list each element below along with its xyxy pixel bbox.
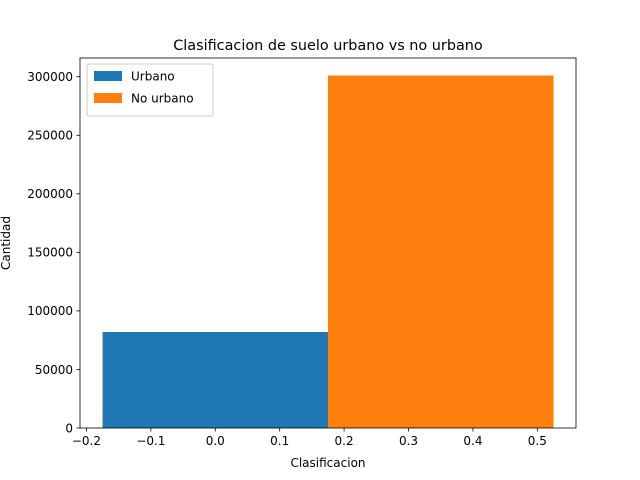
y-tick-label: 0: [65, 421, 73, 435]
y-tick-label: 150000: [27, 246, 73, 260]
x-axis-label: Clasificacion: [290, 456, 365, 470]
y-tick-label: 50000: [35, 363, 73, 377]
x-tick-label: −0.1: [136, 434, 165, 448]
x-tick-label: 0.0: [206, 434, 225, 448]
bar-no-urbano: [328, 75, 554, 428]
y-tick-label: 300000: [27, 70, 73, 84]
chart-title: Clasificacion de suelo urbano vs no urba…: [173, 38, 483, 54]
x-tick-label: 0.3: [399, 434, 418, 448]
plot-area-frame: [79, 57, 577, 429]
x-axis-ticks: −0.2 −0.1 0.0 0.1 0.2 0.3 0.4 0.5: [72, 428, 547, 448]
y-tick-label: 250000: [27, 129, 73, 143]
legend-label: Urbano: [131, 70, 175, 84]
x-tick-label: −0.2: [72, 434, 101, 448]
x-tick-label: 0.5: [528, 434, 547, 448]
x-tick-label: 0.4: [463, 434, 482, 448]
x-tick-label: 0.2: [335, 434, 354, 448]
y-tick-label: 200000: [27, 187, 73, 201]
legend-swatch: [94, 71, 122, 81]
legend-label: No urbano: [131, 92, 194, 106]
bar-urbano: [102, 331, 328, 428]
bars-group: [102, 75, 554, 428]
legend-swatch: [94, 93, 122, 103]
x-tick-label: 0.1: [270, 434, 289, 448]
y-tick-label: 100000: [27, 304, 73, 318]
y-axis-ticks: 0 50000 100000 150000 200000 250000 300000: [27, 70, 80, 435]
legend: Urbano No urbano: [86, 63, 214, 117]
y-axis-label: Cantidad: [0, 216, 13, 270]
